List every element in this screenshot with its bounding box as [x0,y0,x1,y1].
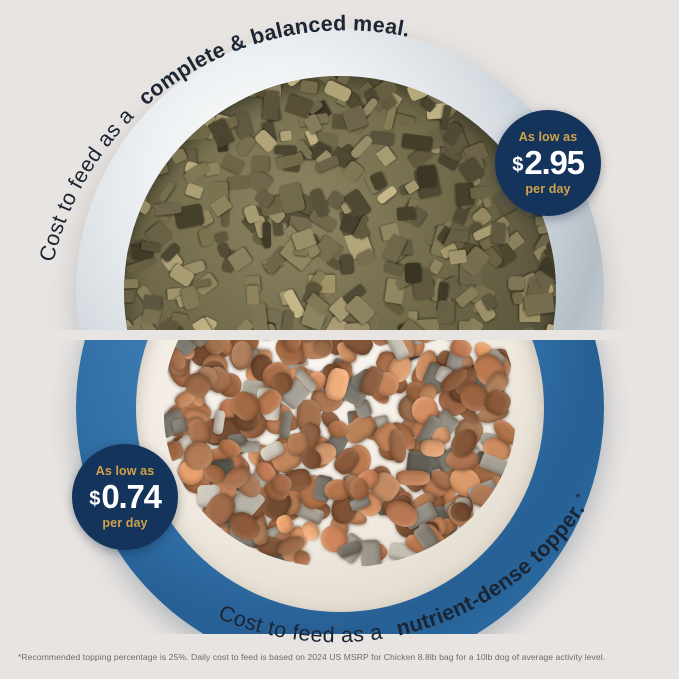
panel-divider [0,330,679,342]
price-badge-topper[interactable]: As low as $0.74 per day [72,444,178,550]
badge-top-label-per-day: per day [525,182,571,196]
badge-bottom-label-as-low-as: As low as [95,463,155,478]
grey-bowl-food-area [124,76,556,332]
badge-bottom-currency-symbol: $ [89,487,101,510]
blue-bowl-image [76,340,604,634]
badge-top-amount: $2.95 [512,144,585,181]
badge-top-currency-symbol: $ [512,153,524,176]
kibble-food-texture [164,340,516,567]
price-badge-complete-meal[interactable]: As low as $2.95 per day [495,110,601,216]
bottom-product-panel [0,340,679,634]
badge-bottom-label-per-day: per day [102,516,148,530]
badge-bottom-price-value: 0.74 [101,478,162,515]
footnote-disclaimer: *Recommended topping percentage is 25%. … [18,652,606,662]
badge-bottom-amount: $0.74 [89,478,162,515]
badge-top-price-value: 2.95 [524,144,585,181]
blue-bowl-interior [136,340,544,612]
flaked-food-texture [124,76,556,332]
badge-top-label-as-low-as: As low as [518,129,578,144]
